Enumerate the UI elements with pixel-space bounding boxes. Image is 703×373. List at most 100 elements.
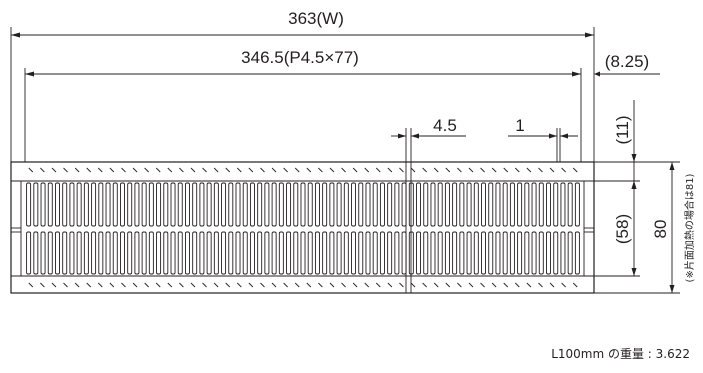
tick-bottom <box>294 282 300 288</box>
bearing-bars <box>26 182 580 275</box>
bar-slot-upper <box>249 182 255 227</box>
bar-slot-lower <box>271 231 277 275</box>
side-offset-label: (8.25) <box>605 52 649 71</box>
tick-top <box>236 167 242 173</box>
tick-bottom <box>364 282 370 288</box>
overall-width-label: 363(W) <box>288 9 344 28</box>
tick-top <box>28 167 34 173</box>
bar-slot-lower <box>156 231 162 275</box>
bar-slot-lower <box>531 231 537 275</box>
bar-slot-lower <box>40 231 46 275</box>
bar-slot-upper <box>62 182 68 227</box>
bar-slot-upper <box>387 182 393 227</box>
tick-bottom <box>410 282 416 288</box>
tick-top <box>167 167 173 173</box>
bar-slot-lower <box>293 231 299 275</box>
top-clearance-dimension: (11) <box>613 100 637 189</box>
bar-depth-dimension: (58) <box>613 181 637 276</box>
tick-bottom <box>51 282 57 288</box>
tick-top <box>457 167 462 173</box>
bar-slot-lower <box>401 231 407 275</box>
tick-bottom <box>155 282 161 288</box>
bar-slot-upper <box>322 182 328 227</box>
tick-top <box>179 167 184 173</box>
bar-slot-upper <box>336 182 342 227</box>
bar-slot-lower <box>336 231 342 275</box>
tick-bottom <box>236 282 242 288</box>
bar-slot-upper <box>314 182 320 227</box>
tick-bottom <box>63 282 68 288</box>
tick-bottom <box>549 282 555 288</box>
bar-slot-lower <box>249 231 255 275</box>
bar-slot-upper <box>120 182 125 227</box>
bar-slot-lower <box>127 231 133 275</box>
tick-bottom <box>399 282 404 288</box>
bar-slot-upper <box>91 182 97 227</box>
bar-slot-lower <box>98 231 104 275</box>
bar-slot-lower <box>423 231 429 275</box>
bar-slot-lower <box>437 231 443 275</box>
tick-bottom <box>271 282 277 288</box>
tick-top <box>202 167 207 173</box>
bar-slot-lower <box>278 231 284 275</box>
tick-top <box>445 167 451 173</box>
tick-bottom <box>260 282 265 288</box>
tick-bottom <box>526 282 532 288</box>
bar-slot-lower <box>300 231 306 275</box>
tick-bottom <box>86 282 92 288</box>
one-side-heating-note: (※片面加熱の場合は81) <box>683 173 696 282</box>
bar-slot-lower <box>546 231 551 275</box>
bar-slot-upper <box>394 182 400 227</box>
bar-slot-lower <box>452 231 458 275</box>
bar-slot-lower <box>170 231 176 275</box>
bar-slot-lower <box>26 231 32 275</box>
bar-slot-upper <box>148 182 154 227</box>
bar-slot-lower <box>163 231 169 275</box>
tick-bottom <box>121 282 126 288</box>
tick-top <box>572 167 578 173</box>
tick-bottom <box>202 282 207 288</box>
side-offset-dimension: (8.25) <box>594 52 660 77</box>
bar-slot-upper <box>437 182 443 227</box>
bar-slot-lower <box>213 231 219 275</box>
bar-slot-upper <box>495 182 501 227</box>
tick-bottom <box>132 282 138 288</box>
bar-slot-lower <box>379 231 385 275</box>
bar-slot-upper <box>192 182 198 227</box>
bar-slot-upper <box>509 182 515 227</box>
tick-top <box>109 167 115 173</box>
bar-slot-upper <box>83 182 89 227</box>
tick-top <box>364 167 370 173</box>
bar-slot-upper <box>257 182 263 227</box>
bar-slot-upper <box>553 182 559 227</box>
bar-slot-upper <box>444 182 450 227</box>
bar-slot-lower <box>177 231 183 275</box>
tick-bottom <box>144 282 149 288</box>
top-clearance-label: (11) <box>613 116 632 145</box>
bar-slot-upper <box>177 182 183 227</box>
bar-slot-upper <box>278 182 284 227</box>
bar-slot-lower <box>83 231 89 275</box>
tick-bottom <box>480 282 485 288</box>
bar-slot-upper <box>112 182 118 227</box>
bar-slot-upper <box>574 182 580 227</box>
bar-slot-upper <box>33 182 39 227</box>
tick-top <box>387 167 393 173</box>
bar-slot-upper <box>365 182 371 227</box>
bar-slot-lower <box>517 231 523 275</box>
tick-top <box>549 167 555 173</box>
tick-top <box>155 167 161 173</box>
tick-top <box>433 167 439 173</box>
bar-slot-upper <box>221 182 227 227</box>
bar-slot-lower <box>286 231 292 275</box>
tick-bottom <box>468 282 474 288</box>
tick-top <box>86 167 92 173</box>
tick-bottom <box>514 282 520 288</box>
tick-bottom <box>97 282 103 288</box>
bar-slot-lower <box>55 231 60 275</box>
bar-slot-lower <box>192 231 198 275</box>
tick-top <box>51 167 57 173</box>
bar-slot-upper <box>286 182 292 227</box>
bar-slot-lower <box>105 231 111 275</box>
tick-bottom <box>283 282 288 288</box>
